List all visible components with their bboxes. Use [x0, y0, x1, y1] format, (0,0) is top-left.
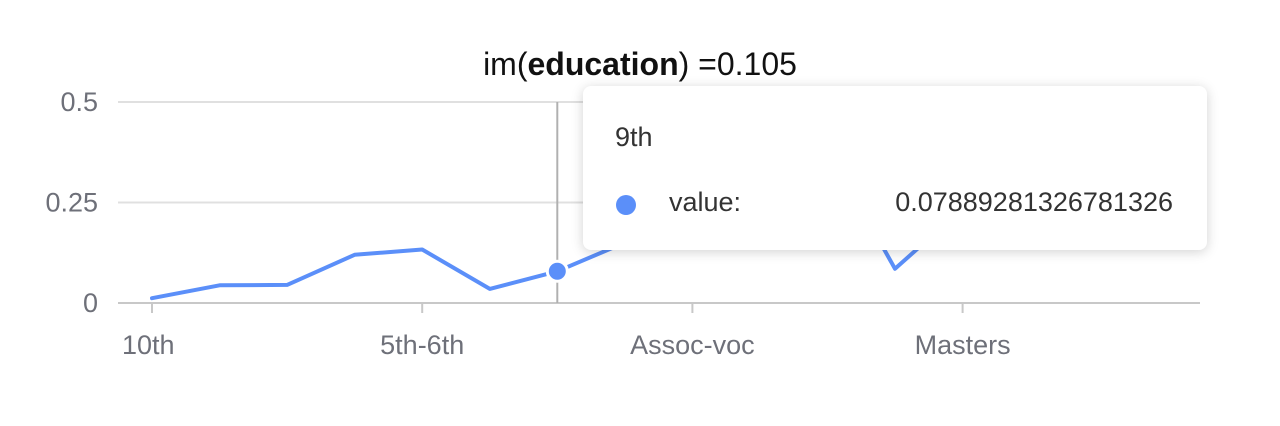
y-axis-labels: 0 0.25 0.5 — [45, 87, 98, 318]
chart-title: im(education) =0.105 — [0, 46, 1280, 83]
x-tick-label: 5th-6th — [380, 330, 464, 360]
tooltip-title: 9th — [615, 122, 653, 152]
x-tick-label: Masters — [915, 330, 1011, 360]
x-axis-labels: 10th 5th-6th Assoc-voc Masters — [122, 330, 1011, 360]
tooltip-value: 0.07889281326781326 — [895, 187, 1173, 217]
chart-title-prefix: im( — [483, 46, 528, 82]
chart-title-suffix: ) =0.105 — [678, 46, 797, 82]
tooltip-marker-dot-icon — [616, 195, 636, 215]
highlighted-point[interactable] — [545, 259, 569, 283]
y-tick-label: 0 — [83, 288, 98, 318]
x-axis — [118, 302, 1200, 313]
y-tick-label: 0.25 — [45, 188, 98, 218]
chart-title-bold: education — [527, 46, 679, 82]
tooltip: 9th value: 0.07889281326781326 — [583, 86, 1207, 250]
x-tick-label: Assoc-voc — [630, 330, 755, 360]
x-tick-label: 10th — [122, 330, 175, 360]
tooltip-series-name: value: — [669, 187, 742, 217]
y-tick-label: 0.5 — [60, 87, 98, 117]
